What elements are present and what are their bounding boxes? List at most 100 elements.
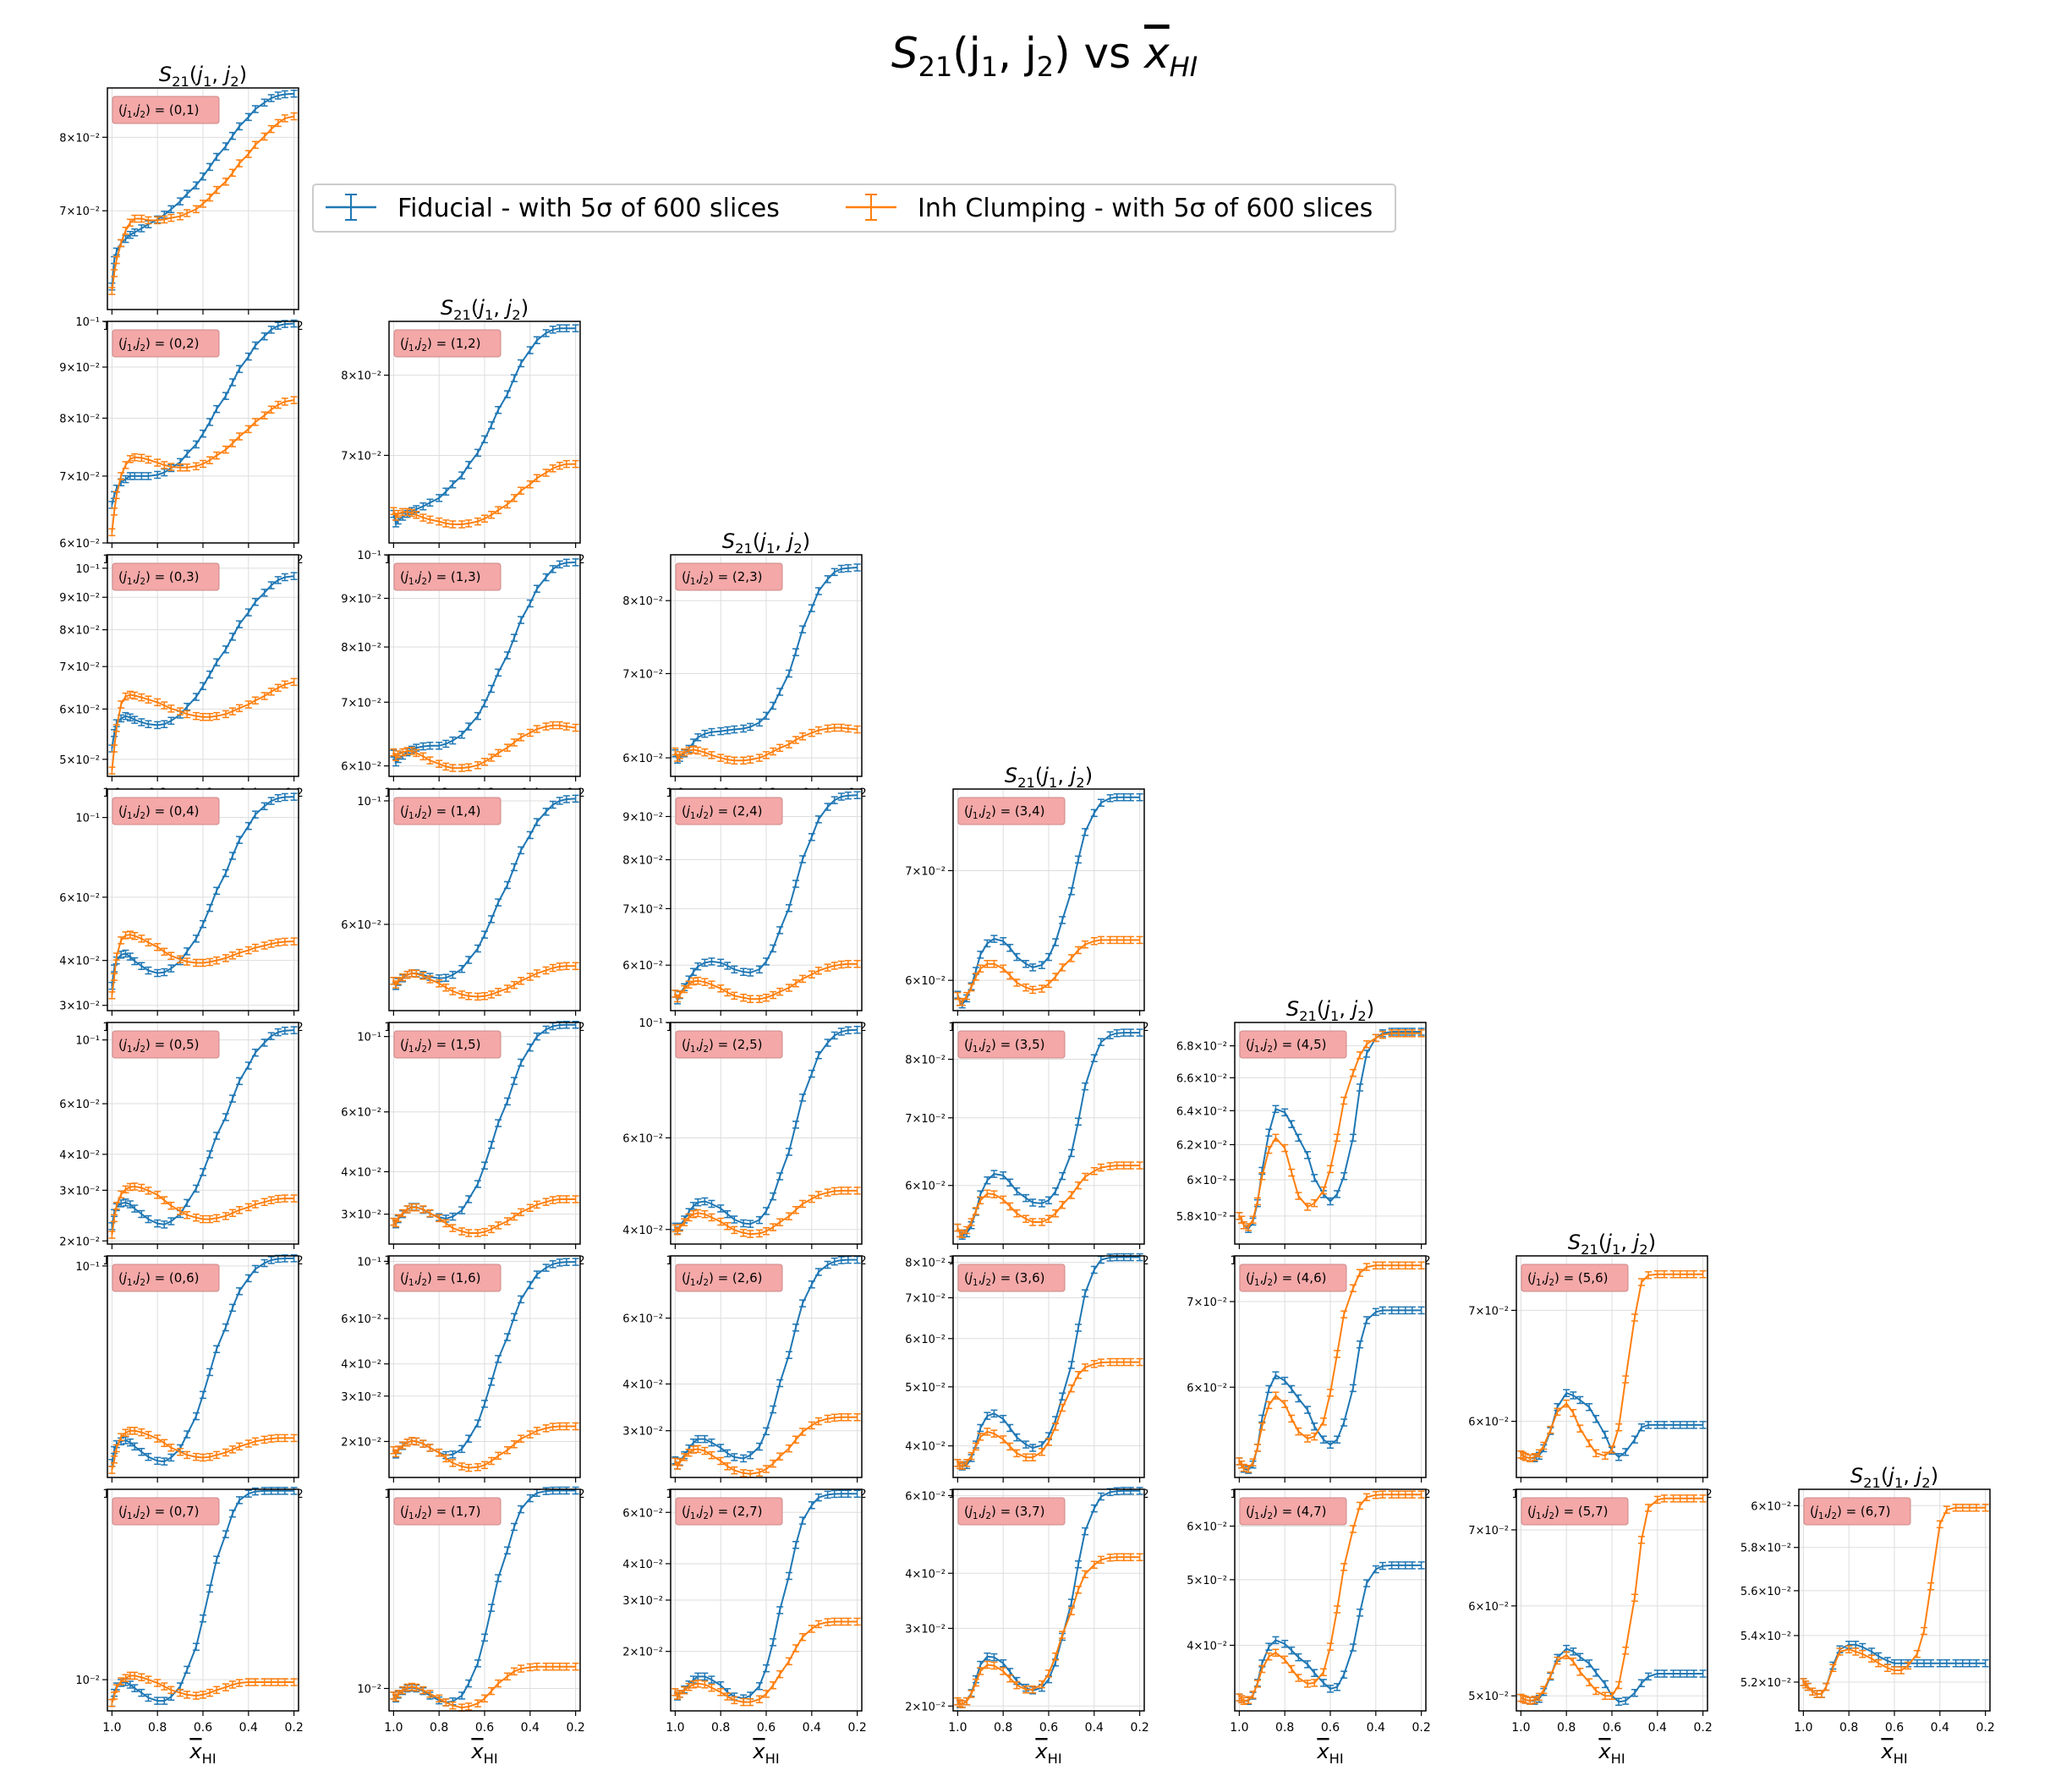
error-bar-inh [724, 1462, 732, 1471]
error-bar-inh [676, 751, 683, 759]
error-bar-fiducial [244, 1489, 252, 1498]
error-bar-inh [126, 455, 134, 463]
error-bar-inh [763, 751, 770, 759]
error-bar-fiducial [167, 964, 175, 973]
error-bar-fiducial [533, 818, 540, 826]
error-bar-fiducial [200, 682, 206, 691]
y-tick-label: 10⁻² [357, 1683, 381, 1696]
error-bar-inh [1829, 1664, 1837, 1672]
error-bar-fiducial [701, 1434, 709, 1444]
error-bar-fiducial [228, 131, 236, 140]
error-bar-inh [776, 1218, 784, 1226]
error-bar-inh [184, 1210, 191, 1220]
error-bar-inh [112, 1201, 120, 1210]
panel-frame [670, 1255, 863, 1478]
error-bar-inh [138, 693, 145, 702]
error-bar-inh [844, 724, 852, 733]
error-bar-fiducial [138, 718, 145, 726]
error-bar-inh [1097, 1163, 1105, 1172]
error-bar-inh [694, 746, 702, 755]
error-bar-inh [1982, 1503, 1989, 1512]
error-bar-inh [1136, 1357, 1143, 1367]
error-bar-inh [192, 1213, 200, 1222]
error-bar-fiducial [228, 378, 236, 386]
error-bar-inh [1288, 1414, 1296, 1423]
error-bar-fiducial [526, 830, 534, 840]
y-tick-label: 7×10⁻² [622, 903, 663, 916]
error-bar-fiducial [510, 1077, 518, 1085]
error-bar-inh [824, 963, 831, 972]
error-bar-fiducial [837, 792, 845, 801]
error-bar-inh [1622, 1647, 1630, 1655]
error-bar-inh [549, 1422, 556, 1431]
error-bar-inh [785, 984, 792, 992]
panel-title: S21(j1, j2) [722, 529, 810, 556]
series-line-inh [111, 934, 294, 995]
y-tick-label: 4×10⁻² [622, 1379, 663, 1391]
error-bar-fiducial [977, 951, 984, 959]
y-tick-label: 5×10⁻² [59, 754, 100, 767]
error-bar-inh [701, 1209, 709, 1219]
error-bar-inh [1563, 1399, 1570, 1408]
error-bar-inh [967, 983, 975, 992]
error-bar-inh [495, 748, 502, 758]
error-bar-inh [222, 1212, 229, 1220]
error-bar-inh [731, 756, 738, 765]
error-bar-inh [990, 960, 998, 968]
error-bar-inh [403, 1439, 411, 1447]
series-line-inh [111, 1675, 294, 1703]
error-bar-inh [154, 943, 162, 951]
error-bar-fiducial [1038, 1199, 1045, 1208]
error-bar-fiducial [830, 1257, 838, 1266]
error-bar-inh [1683, 1494, 1691, 1503]
error-bar-inh [161, 461, 168, 469]
error-bar-inh [510, 980, 518, 989]
error-bar-inh [465, 763, 473, 772]
error-bar-inh [518, 486, 525, 495]
error-bar-inh [228, 1680, 236, 1689]
error-bar-inh [1038, 1448, 1045, 1456]
error-bar-inh [267, 1434, 275, 1443]
panel-1-4: 1.00.80.60.40.26×10⁻²10⁻¹(j1,j2) = (1,4) [341, 788, 585, 1034]
error-bar-inh [676, 1690, 683, 1698]
error-bar-fiducial [126, 713, 134, 722]
error-bar-inh [206, 193, 214, 202]
error-bar-inh [1554, 1656, 1561, 1665]
error-bar-fiducial [1006, 944, 1014, 952]
error-bar-inh [206, 1214, 214, 1224]
error-bar-inh [290, 1194, 298, 1203]
series-line-fiducial [111, 796, 294, 986]
error-bar-inh [1240, 1221, 1247, 1230]
y-tick-label: 3×10⁻² [622, 1426, 663, 1439]
y-tick-label: 5×10⁻² [1468, 1691, 1509, 1703]
x-tick-label: 1.0 [1230, 1721, 1248, 1735]
error-bar-inh [419, 513, 427, 522]
error-bar-inh [118, 1190, 125, 1199]
error-bar-inh [112, 952, 120, 961]
error-bar-inh [177, 212, 184, 221]
error-bar-inh [681, 1453, 688, 1461]
error-bar-fiducial [776, 1606, 784, 1614]
error-bar-fiducial [145, 1214, 152, 1224]
y-tick-label: 4×10⁻² [622, 1559, 663, 1571]
error-bar-fiducial [770, 944, 777, 953]
series-line-inh [111, 1185, 294, 1236]
error-bar-fiducial [206, 670, 214, 679]
error-bar-inh [1905, 1661, 1912, 1670]
panel-label-text: (j1,j2) = (2,5) [682, 1037, 762, 1055]
error-bar-fiducial [763, 1427, 770, 1436]
error-bar-inh [972, 1207, 979, 1215]
error-bar-fiducial [1113, 1253, 1121, 1262]
error-bar-fiducial [465, 1679, 473, 1688]
error-bar-inh [792, 1435, 799, 1444]
error-bar-inh [244, 946, 252, 955]
error-bar-inh [1653, 1495, 1661, 1505]
error-bar-inh [685, 746, 693, 755]
error-bar-fiducial [785, 1148, 792, 1156]
series-line-inh [392, 1665, 576, 1709]
error-bar-inh [1082, 940, 1089, 949]
error-bar-fiducial [131, 957, 139, 966]
error-bar-inh [481, 758, 488, 766]
y-tick-label: 8×10⁻² [622, 595, 663, 608]
error-bar-inh [458, 1462, 466, 1471]
